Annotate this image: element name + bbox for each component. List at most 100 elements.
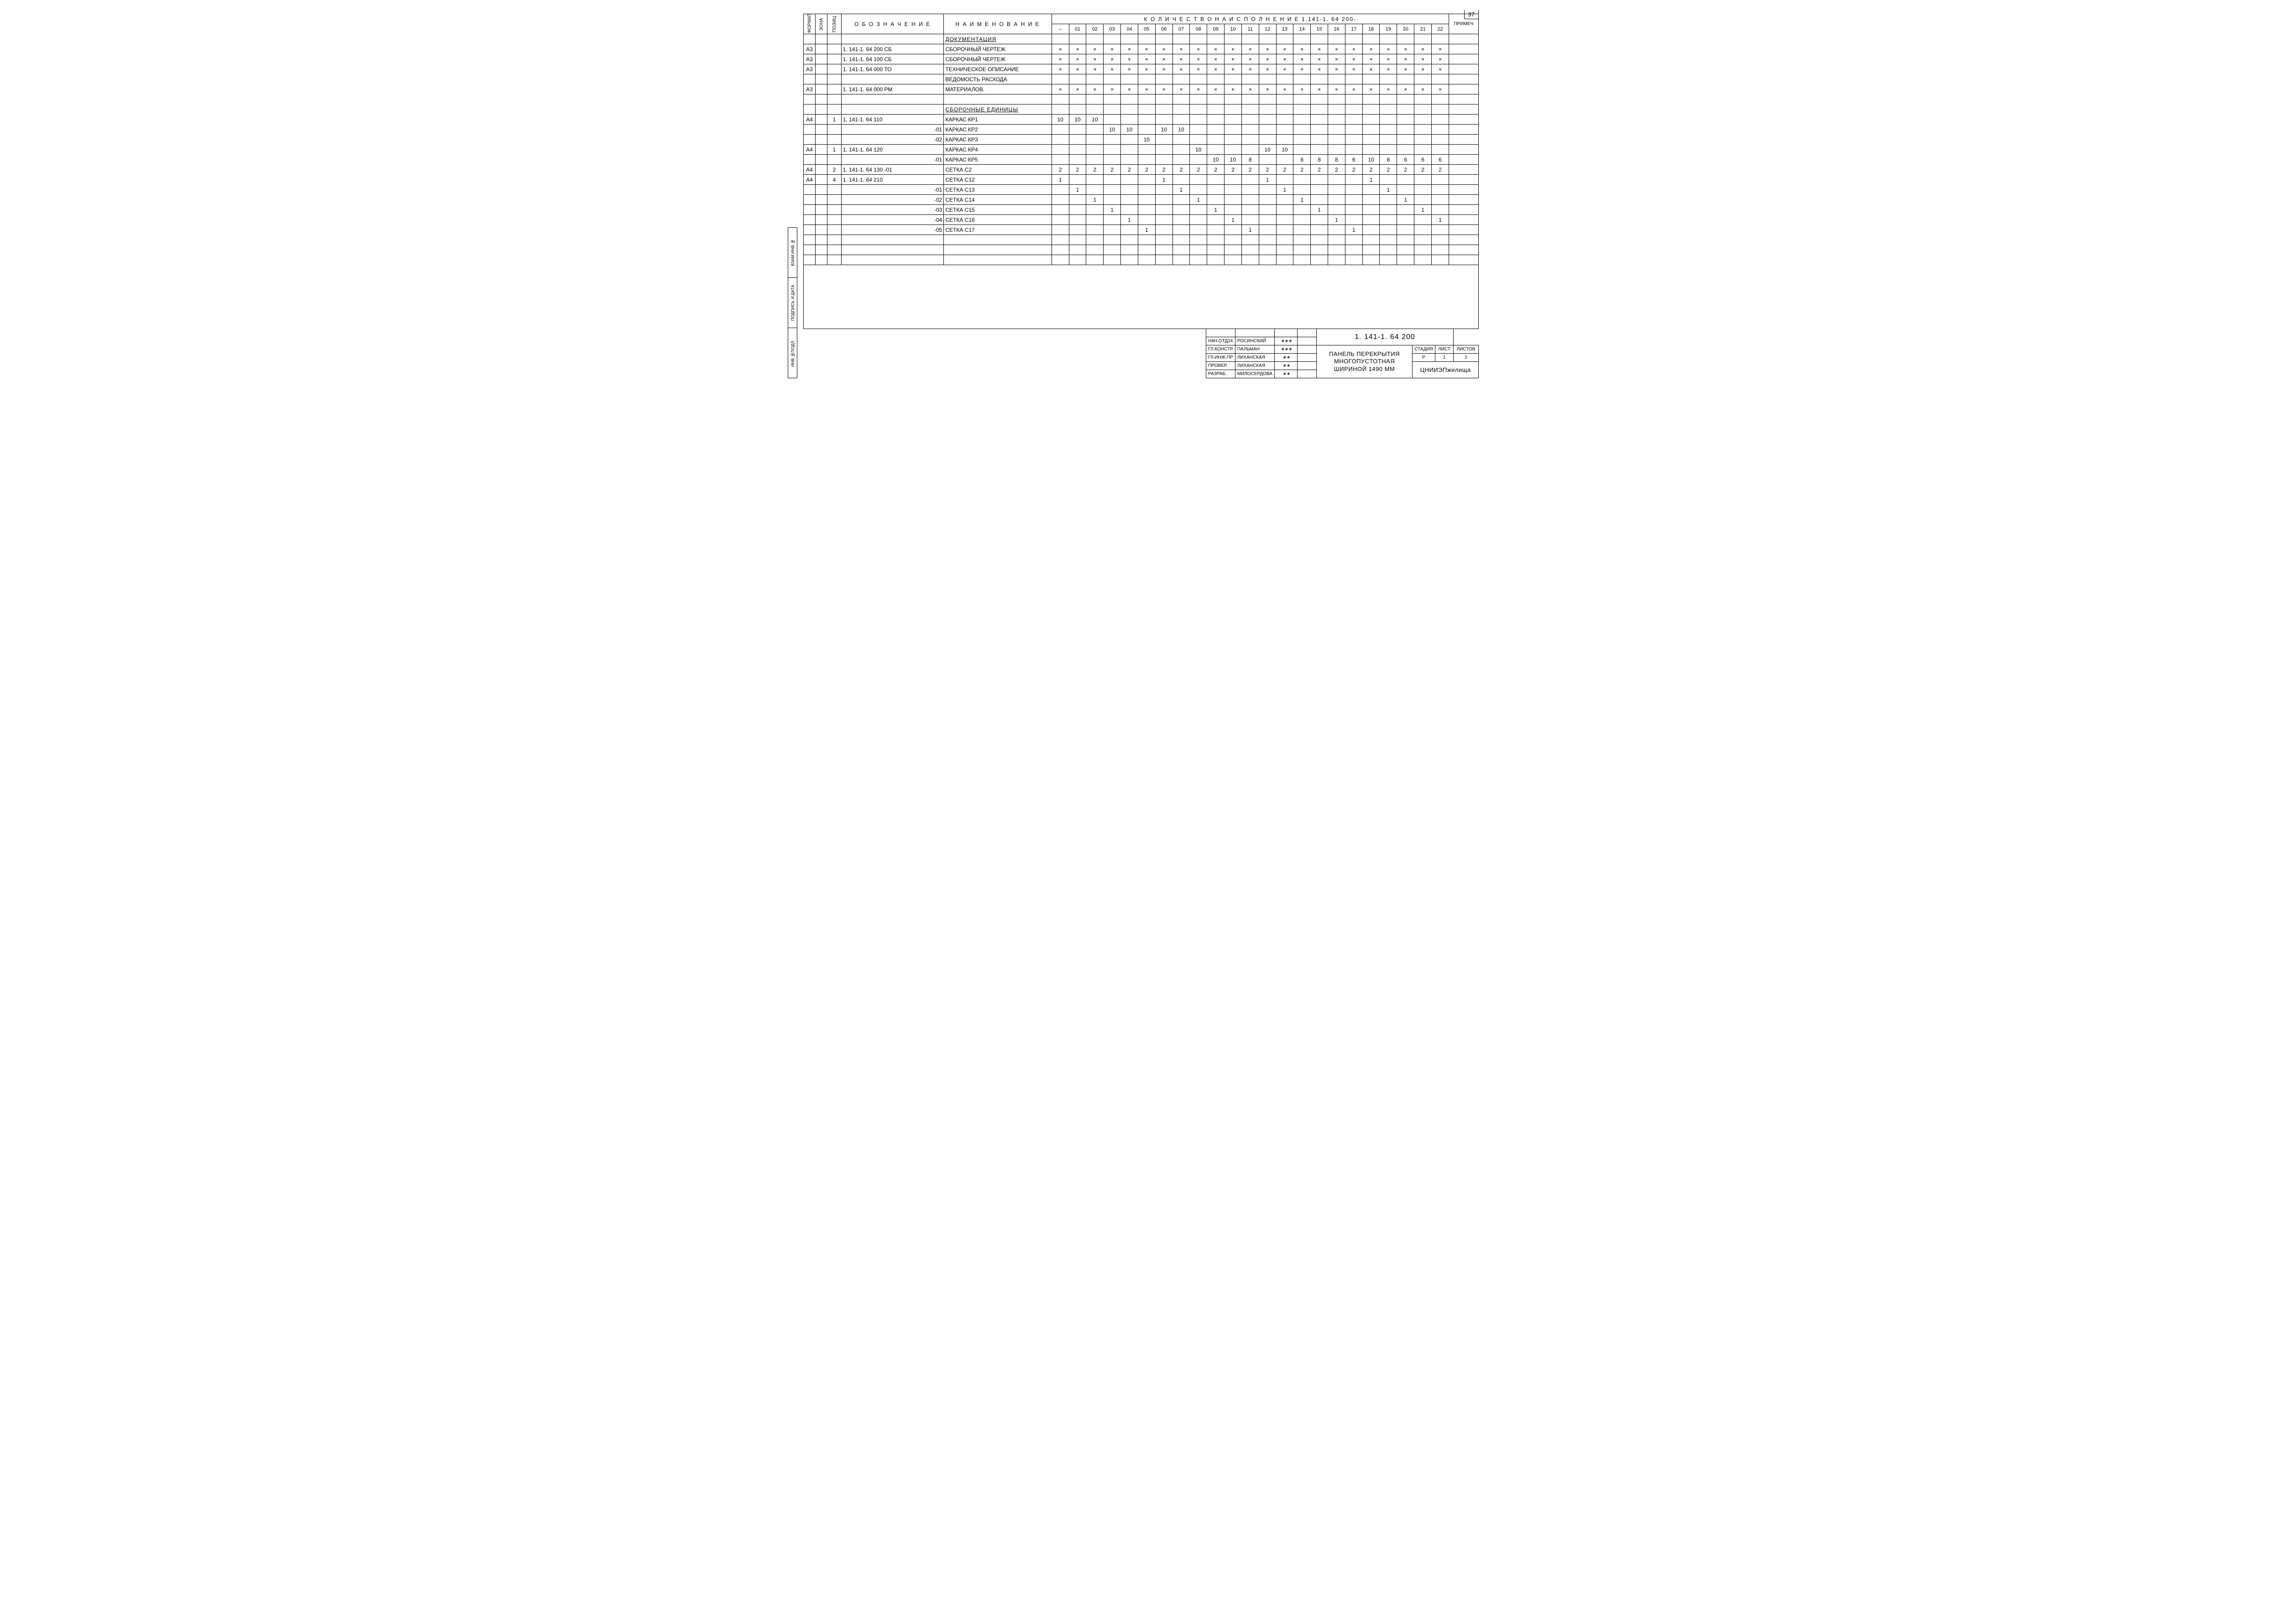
cell-qty: [1328, 104, 1345, 115]
cell-qty: [1086, 235, 1104, 245]
table-row: -02СЕТКА С141111: [804, 195, 1479, 205]
cell-name: СЕТКА С13: [944, 185, 1052, 195]
cell-qty: [1328, 135, 1345, 145]
cell-qty: ×: [1172, 54, 1190, 64]
doc-title: ПАНЕЛЬ ПЕРЕКРЫТИЯМНОГОПУСТОТНАЯШИРИНОЙ 1…: [1317, 345, 1413, 378]
cell-format: [804, 225, 816, 235]
cell-designation: [841, 235, 944, 245]
cell-qty: [1431, 205, 1449, 215]
cell-qty: [1259, 185, 1276, 195]
hdr-qty-col: 04: [1121, 24, 1138, 34]
sig-role: РАЗРАБ.: [1206, 370, 1235, 378]
cell-qty: ×: [1086, 44, 1104, 54]
cell-name: [944, 94, 1052, 104]
cell-qty: [1138, 245, 1155, 255]
cell-qty: ×: [1086, 84, 1104, 94]
cell-qty: ×: [1276, 84, 1293, 94]
table-row: А31. 141-1. 64 000 РММАТЕРИАЛОВ.××××××××…: [804, 84, 1479, 94]
cell-qty: [1311, 34, 1328, 44]
cell-note: [1449, 34, 1478, 44]
cell-qty: [1431, 175, 1449, 185]
cell-qty: [1172, 255, 1190, 265]
table-row: А31. 141-1. 64 000 ТОТЕХНИЧЕСКОЕ ОПИСАНИ…: [804, 64, 1479, 74]
cell-name: КАРКАС КР3: [944, 135, 1052, 145]
cell-pos: 1: [827, 145, 842, 155]
cell-qty: [1138, 104, 1155, 115]
cell-qty: [1207, 145, 1225, 155]
cell-qty: [1414, 125, 1432, 135]
cell-qty: [1104, 255, 1121, 265]
cell-qty: [1293, 125, 1311, 135]
cell-qty: ×: [1397, 44, 1414, 54]
cell-qty: [1414, 255, 1432, 265]
cell-qty: [1397, 94, 1414, 104]
cell-qty: [1241, 245, 1259, 255]
cell-zone: [816, 205, 827, 215]
cell-qty: [1345, 215, 1362, 225]
cell-qty: 2: [1276, 165, 1293, 175]
cell-qty: [1328, 175, 1345, 185]
cell-zone: [816, 165, 827, 175]
cell-note: [1449, 115, 1478, 125]
cell-note: [1449, 74, 1478, 84]
cell-qty: ×: [1069, 64, 1086, 74]
cell-designation: 1. 141-1. 64 120: [841, 145, 944, 155]
cell-zone: [816, 44, 827, 54]
cell-pos: [827, 54, 842, 64]
cell-qty: [1276, 135, 1293, 145]
cell-qty: [1225, 205, 1242, 215]
cell-qty: [1311, 94, 1328, 104]
title-block: 1. 141-1. 64 200 НАЧ.ОТД24 РОСИНСКИЙ ✶✶✶…: [803, 329, 1479, 378]
cell-pos: [827, 245, 842, 255]
cell-qty: [1190, 155, 1207, 165]
cell-qty: [1121, 255, 1138, 265]
cell-qty: ×: [1259, 54, 1276, 64]
hdr-zone: ЗОНА: [816, 14, 827, 34]
cell-qty: 1: [1431, 215, 1449, 225]
cell-qty: ×: [1121, 84, 1138, 94]
cell-qty: ×: [1293, 54, 1311, 64]
hdr-qty-group: К О Л И Ч Е С Т В О Н А И С П О Л Н Е Н …: [1052, 14, 1449, 24]
cell-qty: [1155, 225, 1172, 235]
cell-name: СБОРОЧНЫЙ ЧЕРТЕЖ: [944, 44, 1052, 54]
cell-qty: ×: [1311, 44, 1328, 54]
cell-qty: [1259, 215, 1276, 225]
cell-qty: [1259, 135, 1276, 145]
cell-qty: [1225, 125, 1242, 135]
cell-qty: [1414, 215, 1432, 225]
cell-qty: [1104, 74, 1121, 84]
cell-qty: [1190, 205, 1207, 215]
table-row: [804, 245, 1479, 255]
cell-qty: [1207, 245, 1225, 255]
cell-qty: 10: [1121, 125, 1138, 135]
cell-name: ВЕДОМОСТЬ РАСХОДА: [944, 74, 1052, 84]
cell-qty: [1069, 195, 1086, 205]
cell-note: [1449, 255, 1478, 265]
cell-qty: [1138, 34, 1155, 44]
organization: ЦНИИЭПжилища: [1413, 362, 1479, 378]
cell-qty: ×: [1259, 44, 1276, 54]
cell-qty: [1259, 225, 1276, 235]
cell-qty: ×: [1362, 54, 1380, 64]
val-sheet: 1: [1435, 354, 1453, 362]
cell-qty: [1104, 175, 1121, 185]
table-header: ФОРМАТ ЗОНА ПОЗИЦ О Б О З Н А Ч Е Н И Е …: [804, 14, 1479, 34]
cell-qty: 2: [1397, 165, 1414, 175]
cell-format: [804, 185, 816, 195]
cell-qty: [1155, 195, 1172, 205]
cell-qty: [1052, 215, 1069, 225]
vstrip-cell: ВЗАМ.ИНВ.№: [788, 228, 797, 278]
cell-qty: [1104, 94, 1121, 104]
cell-qty: [1052, 225, 1069, 235]
cell-qty: [1397, 175, 1414, 185]
cell-qty: 1: [1121, 215, 1138, 225]
cell-qty: [1397, 185, 1414, 195]
cell-qty: ×: [1431, 64, 1449, 74]
sig-role: НАЧ.ОТД24: [1206, 337, 1235, 345]
cell-qty: [1138, 195, 1155, 205]
cell-qty: [1276, 115, 1293, 125]
cell-qty: [1052, 155, 1069, 165]
cell-qty: [1328, 245, 1345, 255]
cell-qty: ×: [1086, 54, 1104, 64]
cell-qty: [1362, 185, 1380, 195]
